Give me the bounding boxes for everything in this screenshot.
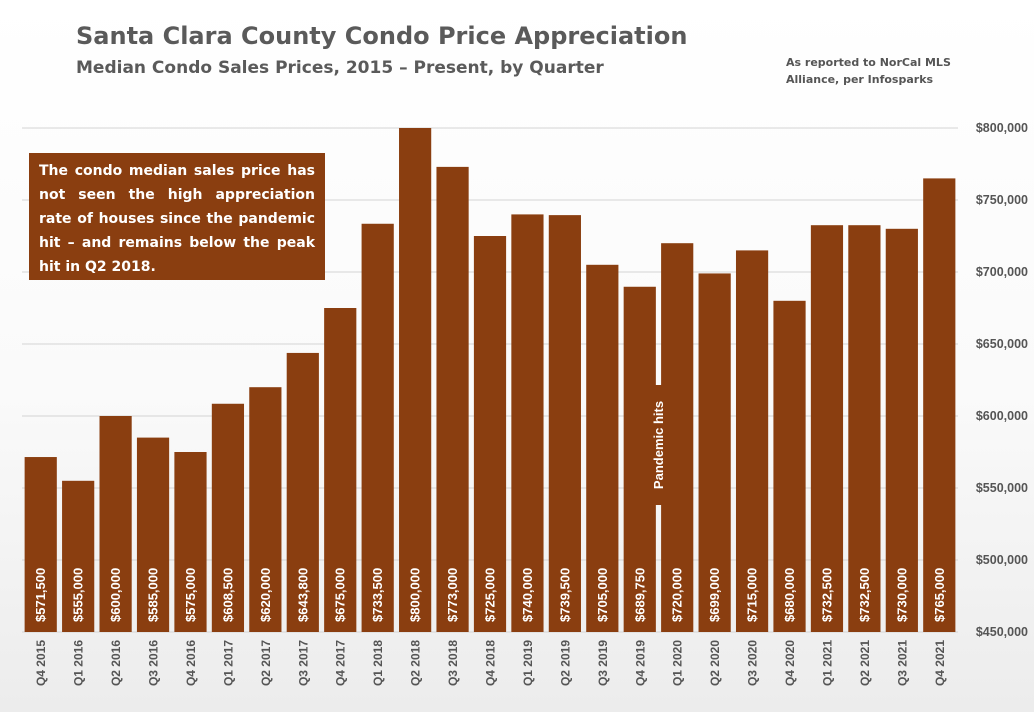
value-label: $680,000 [782, 568, 797, 622]
value-label: $773,000 [445, 568, 460, 622]
x-tick-label: Q1 2018 [371, 640, 385, 686]
bar [735, 250, 769, 632]
value-label: $740,000 [520, 568, 535, 622]
pandemic-annotation: Pandemic hits [651, 401, 666, 489]
value-label: $643,800 [295, 568, 310, 622]
callout-box: The condo median sales price has not see… [29, 153, 325, 280]
value-label: $555,000 [71, 568, 86, 622]
x-tick-label: Q3 2020 [746, 640, 760, 686]
value-label: $720,000 [670, 568, 685, 622]
annotation-backdrop [650, 385, 667, 505]
value-label: $730,000 [894, 568, 909, 622]
y-tick-label: $750,000 [976, 193, 1028, 207]
value-label: $705,000 [595, 568, 610, 622]
x-tick-label: Q2 2017 [259, 640, 273, 686]
x-tick-label: Q4 2021 [933, 640, 947, 686]
y-tick-label: $700,000 [976, 265, 1028, 279]
bar [810, 225, 844, 632]
x-tick-label: Q4 2019 [633, 640, 647, 686]
bar [286, 352, 319, 632]
bar [24, 457, 57, 632]
value-label: $733,500 [370, 568, 385, 622]
y-tick-label: $600,000 [976, 409, 1028, 423]
bar [511, 214, 544, 632]
x-tick-label: Q1 2017 [221, 640, 235, 686]
value-label: $800,000 [408, 568, 423, 622]
value-label: $739,500 [557, 568, 572, 622]
x-tick-label: Q2 2019 [558, 640, 572, 686]
x-tick-label: Q2 2021 [858, 640, 872, 686]
bar [324, 308, 357, 632]
chart-title: Santa Clara County Condo Price Appreciat… [76, 22, 688, 50]
bar [773, 300, 806, 632]
x-tick-label: Q2 2020 [708, 640, 722, 686]
value-label: $620,000 [258, 568, 273, 622]
x-tick-label: Q3 2021 [895, 640, 909, 686]
value-label: $732,500 [857, 568, 872, 622]
bar [399, 128, 432, 632]
value-label: $765,000 [932, 568, 947, 622]
y-tick-label: $500,000 [976, 553, 1028, 567]
value-label: $585,000 [146, 568, 161, 622]
x-tick-label: Q3 2017 [296, 640, 310, 686]
bar [211, 403, 245, 632]
value-label: $571,500 [33, 568, 48, 622]
bar [99, 416, 132, 632]
value-label: $575,000 [183, 568, 198, 622]
bar [586, 264, 619, 632]
value-label: $600,000 [108, 568, 123, 622]
bar [473, 236, 507, 632]
x-tick-label: Q1 2021 [820, 640, 834, 686]
chart-subtitle: Median Condo Sales Prices, 2015 – Presen… [76, 58, 604, 78]
value-label: $689,750 [632, 568, 647, 622]
x-tick-label: Q1 2020 [671, 640, 685, 686]
bar [848, 225, 881, 632]
value-label: $675,000 [333, 568, 348, 622]
x-tick-label: Q4 2015 [34, 640, 48, 686]
bar [436, 166, 469, 632]
y-tick-label: $550,000 [976, 481, 1028, 495]
value-label: $715,000 [745, 568, 760, 622]
x-tick-label: Q2 2018 [409, 640, 423, 686]
bar [174, 452, 207, 632]
x-tick-label: Q1 2016 [72, 640, 86, 686]
bar [548, 215, 581, 632]
bar [923, 178, 956, 632]
value-label: $732,500 [819, 568, 834, 622]
value-label: $725,000 [483, 568, 498, 622]
y-tick-label: $650,000 [976, 337, 1028, 351]
bar [361, 223, 394, 632]
x-tick-label: Q4 2016 [184, 640, 198, 686]
bar [62, 480, 95, 632]
x-tick-label: Q4 2017 [334, 640, 348, 686]
x-tick-label: Q3 2019 [596, 640, 610, 686]
value-label: $699,000 [707, 568, 722, 622]
x-tick-label: Q2 2016 [109, 640, 123, 686]
bar [885, 228, 918, 633]
source-note: As reported to NorCal MLS Alliance, per … [786, 56, 951, 86]
bar [249, 387, 282, 632]
x-tick-label: Q1 2019 [521, 640, 535, 686]
value-label: $608,500 [220, 568, 235, 622]
x-tick-label: Q3 2016 [147, 640, 161, 686]
bar [136, 437, 170, 632]
x-tick-label: Q4 2020 [783, 640, 797, 686]
y-tick-label: $800,000 [976, 121, 1028, 135]
x-tick-label: Q3 2018 [446, 640, 460, 686]
x-tick-label: Q4 2018 [484, 640, 498, 686]
y-tick-label: $450,000 [976, 625, 1028, 639]
bar [698, 273, 731, 632]
